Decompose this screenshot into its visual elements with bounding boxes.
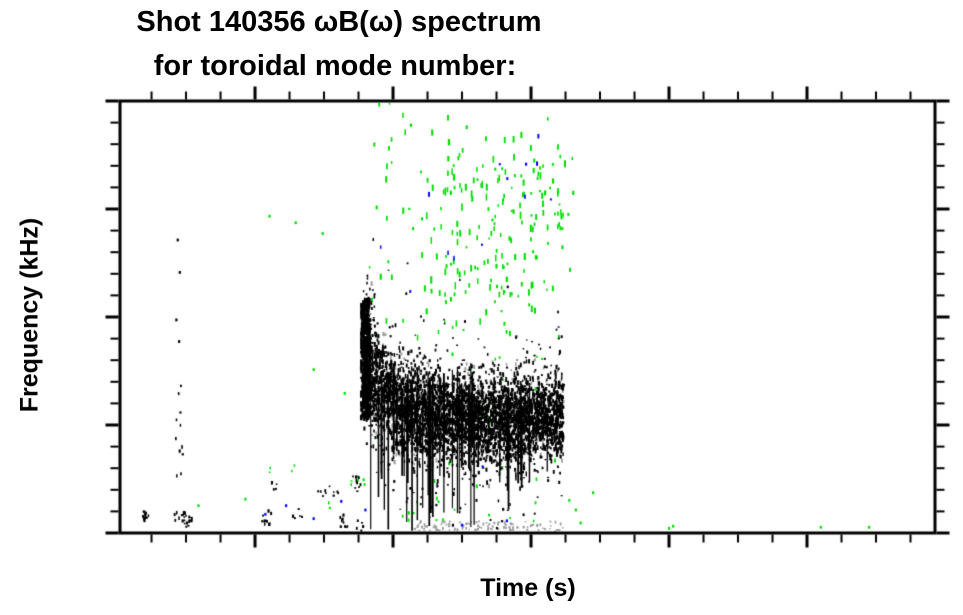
plot-title-line1: Shot 140356 ωB(ω) spectrum bbox=[136, 6, 542, 38]
x-axis-title: Time (s) bbox=[480, 574, 576, 602]
y-axis-title: Frequency (kHz) bbox=[15, 217, 44, 413]
plot-title-line2: for toroidal mode number: bbox=[153, 50, 517, 82]
